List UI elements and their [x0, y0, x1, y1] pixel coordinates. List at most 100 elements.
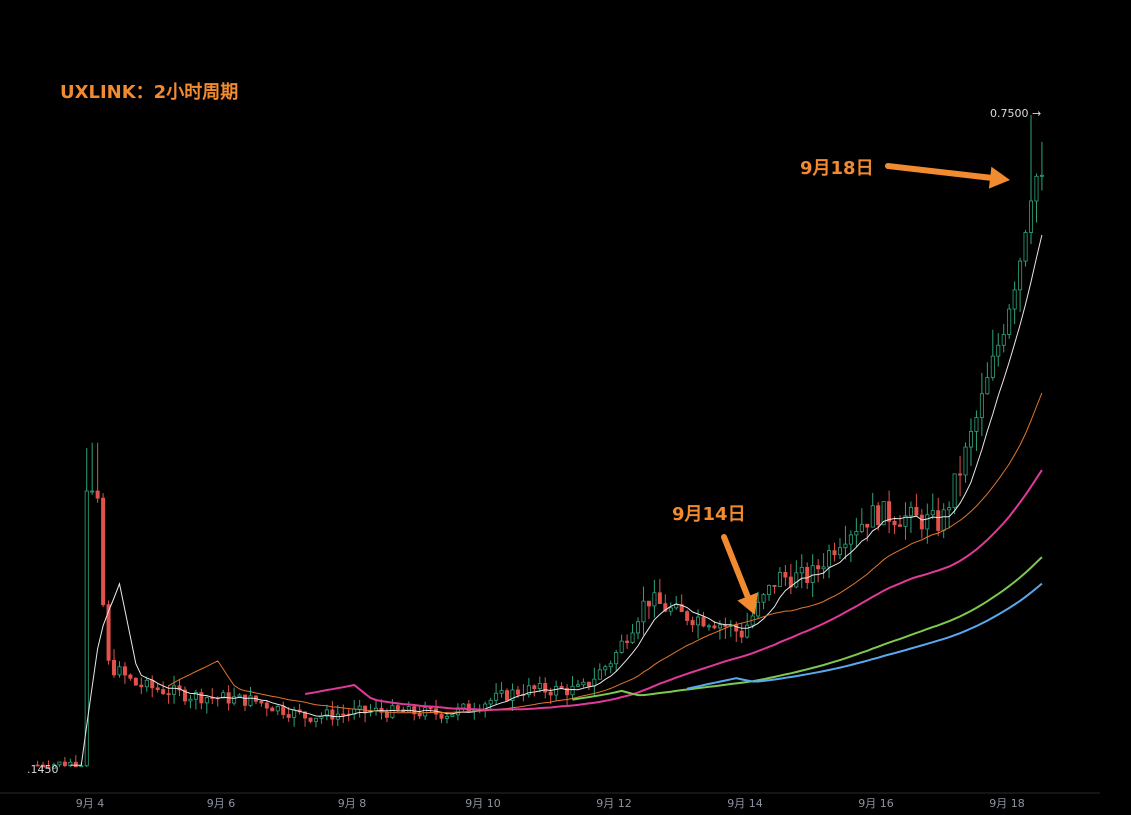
candle-down	[805, 566, 810, 583]
candle-up	[390, 705, 395, 718]
annotation-sep14: 9月14日	[672, 504, 746, 525]
candle-up	[636, 621, 641, 634]
candle-down	[243, 694, 248, 706]
candle-up	[810, 565, 815, 583]
candle-down	[914, 507, 919, 516]
candle-up	[510, 689, 515, 701]
candle-up	[526, 685, 531, 695]
candle-down	[466, 703, 471, 712]
candle-down	[734, 624, 739, 632]
candle-up	[854, 531, 859, 536]
candle-up	[870, 505, 875, 528]
candle-up	[499, 690, 504, 694]
candle-up	[641, 600, 646, 623]
candle-down	[679, 604, 684, 613]
candle-down	[101, 497, 106, 606]
candle-down	[303, 711, 308, 719]
candle-down	[128, 674, 133, 679]
candle-up	[1039, 174, 1044, 177]
candle-down	[270, 707, 275, 712]
candle-up	[608, 663, 613, 668]
x-tick-label: 9月 16	[858, 797, 894, 810]
candle-down	[264, 702, 269, 709]
candle-up	[488, 699, 493, 705]
candle-down	[62, 761, 67, 767]
candle-up	[117, 666, 122, 676]
candle-up	[221, 692, 226, 699]
candle-down	[46, 766, 51, 769]
candle-up	[903, 515, 908, 527]
ma120-line	[686, 582, 1043, 690]
candle-down	[308, 717, 313, 722]
candle-down	[133, 677, 138, 686]
candle-up	[963, 446, 968, 476]
candle-up	[674, 604, 679, 609]
candle-up	[1007, 308, 1012, 335]
candle-up	[767, 585, 772, 595]
candle-down	[95, 490, 100, 499]
candle-down	[739, 630, 744, 638]
candle-down	[515, 689, 520, 695]
chart-title: UXLINK：2小时周期	[60, 82, 239, 103]
candle-up	[237, 694, 242, 698]
candle-down	[816, 565, 821, 570]
candle-up	[144, 679, 149, 688]
x-tick-label: 9月 4	[76, 797, 105, 810]
candle-up	[575, 684, 580, 687]
candle-up	[799, 566, 804, 574]
candle-up	[974, 417, 979, 432]
x-tick-label: 9月 10	[465, 797, 501, 810]
candle-up	[57, 761, 62, 766]
candle-down	[657, 592, 662, 604]
candle-up	[313, 717, 318, 722]
candle-up	[996, 344, 1001, 357]
candle-down	[865, 523, 870, 528]
candle-up	[925, 514, 930, 530]
candle-up	[990, 355, 995, 378]
candle-up	[668, 607, 673, 612]
ma50-line	[304, 469, 1043, 711]
candle-up	[193, 692, 198, 700]
x-tick-label: 9月 14	[727, 797, 763, 810]
candle-up	[324, 709, 329, 717]
candle-down	[559, 686, 564, 689]
candle-up	[930, 510, 935, 516]
candle-up	[603, 666, 608, 671]
candle-down	[155, 687, 160, 690]
annotation-sep18: 9月18日	[800, 158, 874, 179]
candle-up	[843, 543, 848, 549]
candle-up	[859, 523, 864, 532]
candle-down	[958, 473, 963, 476]
candle-up	[777, 571, 782, 587]
candle-down	[281, 705, 286, 715]
candle-up	[952, 473, 957, 509]
candle-up	[1034, 175, 1039, 202]
candle-down	[150, 679, 155, 689]
candle-down	[919, 514, 924, 530]
candle-down	[772, 585, 777, 587]
ma25-line	[168, 392, 1043, 714]
candle-down	[663, 603, 668, 612]
candle-down	[532, 685, 537, 690]
x-tick-label: 9月 6	[207, 797, 236, 810]
candle-down	[166, 693, 171, 696]
candle-down	[646, 600, 651, 607]
candle-up	[614, 652, 619, 665]
x-tick-label: 9月 12	[596, 797, 632, 810]
candle-up	[90, 490, 95, 493]
candle-up	[1023, 232, 1028, 262]
candle-up	[68, 761, 73, 767]
ma7-line	[70, 234, 1043, 766]
candle-up	[444, 716, 449, 719]
candle-down	[259, 700, 264, 704]
low-price-label: .1450	[27, 763, 59, 776]
candle-down	[139, 684, 144, 688]
candle-down	[887, 501, 892, 522]
candle-up	[827, 550, 832, 568]
high-price-label: 0.7500 →	[990, 107, 1042, 120]
candle-up	[908, 507, 913, 517]
candle-up	[172, 685, 177, 695]
candle-down	[122, 666, 127, 676]
candle-up	[652, 592, 657, 607]
